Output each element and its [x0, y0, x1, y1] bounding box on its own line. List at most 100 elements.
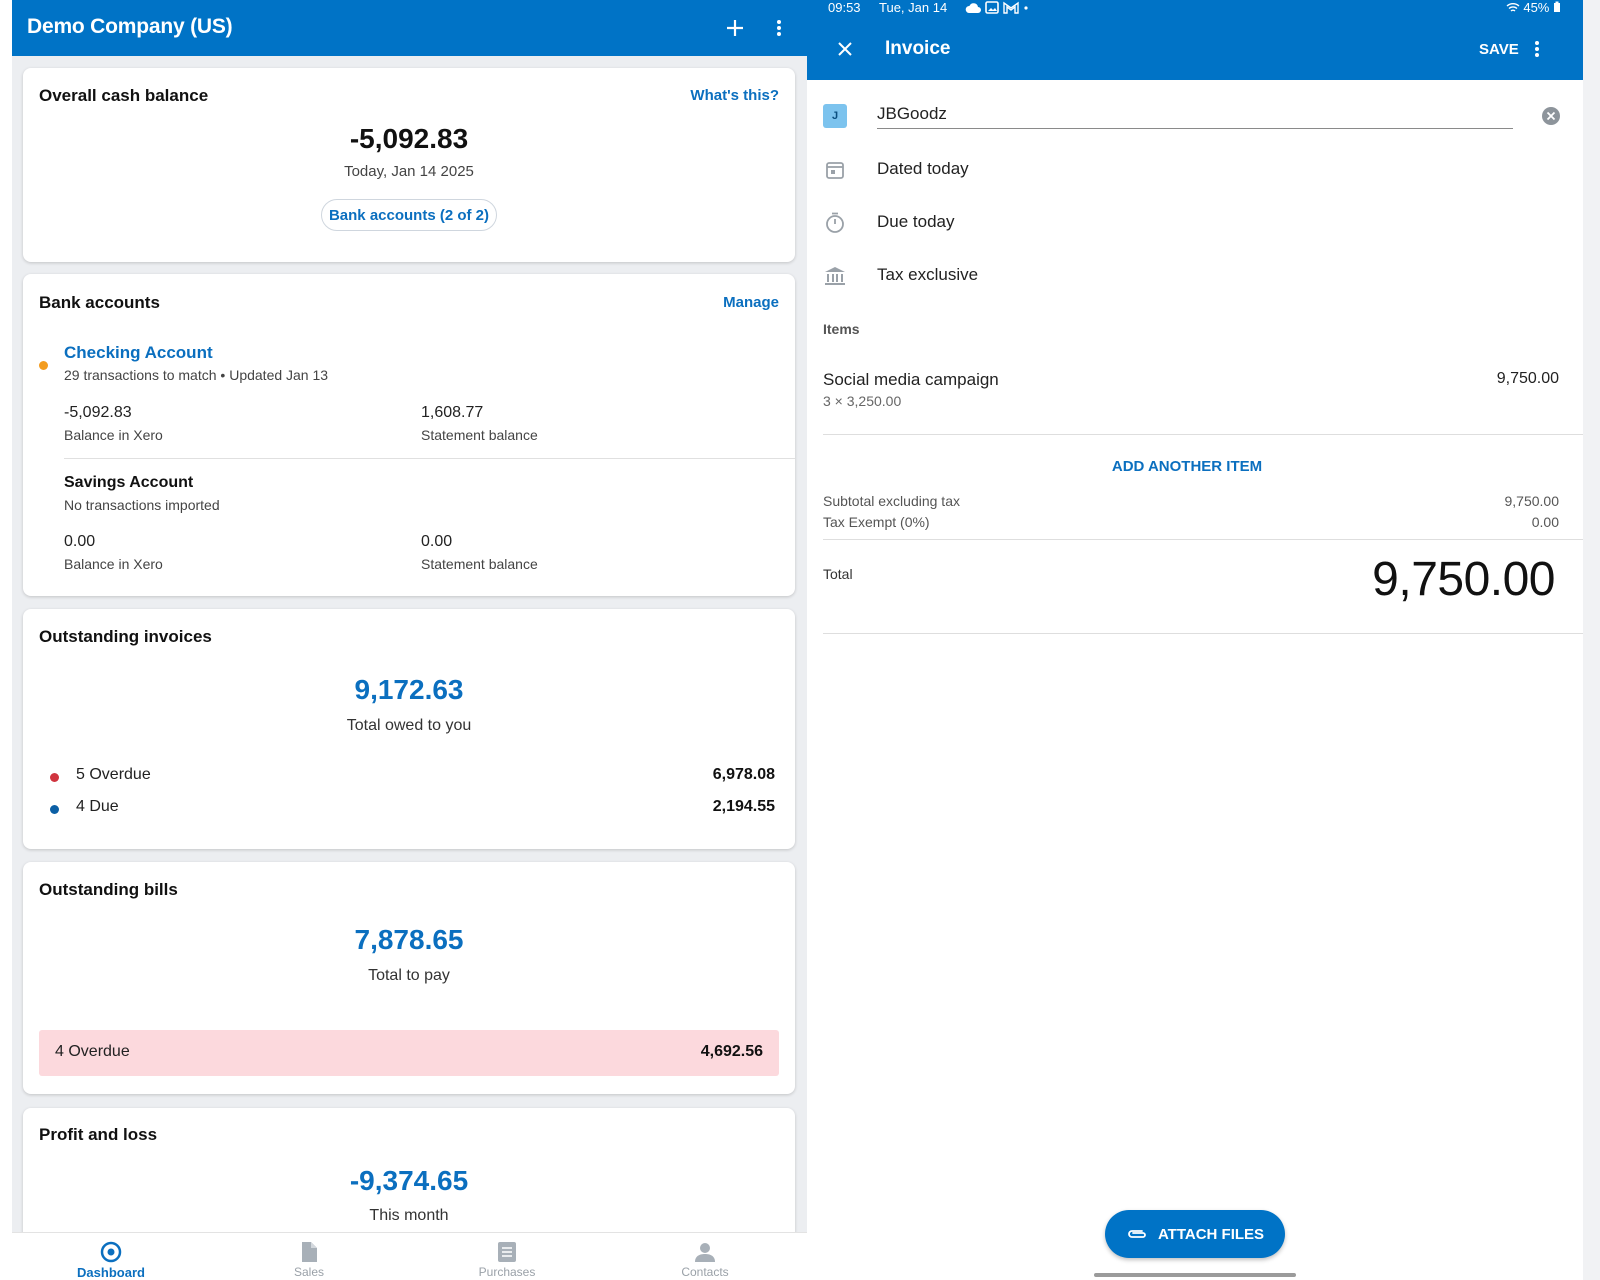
checking-balance-xero: -5,092.83	[64, 404, 132, 421]
status-dot	[39, 361, 48, 370]
company-name[interactable]: Demo Company (US)	[27, 15, 233, 38]
total-value: 9,750.00	[1372, 553, 1555, 606]
bills-overdue-label: 4 Overdue	[55, 1043, 130, 1060]
divider	[823, 434, 1583, 435]
whats-this-link[interactable]: What's this?	[690, 87, 779, 104]
dashboard-pane: Demo Company (US) Overall cash balance W…	[12, 0, 807, 1280]
dated-field[interactable]: Dated today	[877, 159, 969, 178]
savings-balance-xero: 0.00	[64, 533, 96, 550]
divider	[823, 633, 1583, 634]
invoices-overdue-value: 6,978.08	[712, 766, 775, 783]
status-icons	[965, 1, 1029, 14]
tax-mode-field[interactable]: Tax exclusive	[877, 265, 979, 284]
tax-value: 0.00	[1531, 514, 1559, 530]
contact-avatar: J	[823, 104, 847, 128]
nav-purchases-label: Purchases	[478, 1265, 536, 1279]
battery-percent: 45%	[1523, 0, 1550, 15]
nav-sales[interactable]: Sales	[210, 1233, 408, 1280]
savings-account-status: No transactions imported	[64, 497, 220, 513]
add-another-item-button[interactable]: ADD ANOTHER ITEM	[1111, 458, 1263, 475]
checking-account-link[interactable]: Checking Account	[64, 343, 213, 362]
calendar-icon	[823, 158, 847, 182]
nav-purchases[interactable]: Purchases	[408, 1233, 606, 1280]
item-amount: 9,750.00	[1496, 370, 1559, 387]
subtotal-value: 9,750.00	[1504, 493, 1560, 509]
cash-balance-card: Overall cash balance What's this? -5,092…	[23, 68, 795, 262]
app-bar: Demo Company (US)	[12, 0, 807, 56]
checking-statement-balance: 1,608.77	[421, 404, 484, 421]
item-qty-price: 3 × 3,250.00	[823, 393, 902, 409]
attach-files-label: ATTACH FILES	[1157, 1225, 1265, 1243]
status-bar: 09:53 Tue, Jan 14 45%	[807, 0, 1583, 18]
nav-dashboard[interactable]: Dashboard	[12, 1233, 210, 1280]
cash-balance-title: Overall cash balance	[39, 86, 209, 105]
status-date: Tue, Jan 14	[879, 0, 948, 15]
save-button[interactable]: SAVE	[1479, 41, 1519, 58]
divider	[823, 539, 1583, 540]
bank-accounts-title: Bank accounts	[39, 293, 160, 312]
bank-accounts-card: Bank accounts Manage Checking Account 29…	[23, 274, 795, 596]
timer-icon	[823, 211, 847, 235]
total-label: Total	[823, 566, 853, 582]
nav-contacts[interactable]: Contacts	[606, 1233, 804, 1280]
attach-files-button[interactable]: ATTACH FILES	[1105, 1210, 1285, 1258]
status-battery: 45%	[1506, 0, 1561, 15]
invoices-due-label: 4 Due	[76, 798, 119, 815]
invoices-total-label: Total owed to you	[346, 717, 472, 734]
savings-statement-balance-label: Statement balance	[421, 556, 538, 572]
tax-label: Tax Exempt (0%)	[823, 514, 930, 530]
sales-icon	[300, 1241, 318, 1268]
bank-accounts-button[interactable]: Bank accounts (2 of 2)	[321, 199, 497, 231]
overdue-dot	[50, 773, 59, 782]
image-icon	[985, 1, 999, 14]
cash-balance-amount: -5,092.83	[349, 123, 469, 154]
savings-statement-balance: 0.00	[421, 533, 453, 550]
savings-balance-xero-label: Balance in Xero	[64, 556, 163, 572]
bills-total-label: Total to pay	[368, 967, 450, 984]
items-label: Items	[823, 321, 860, 337]
invoice-pane: 09:53 Tue, Jan 14 45% Invoice SAVE J JBG…	[807, 0, 1583, 1280]
screen-edge	[1583, 0, 1600, 1280]
more-vert-icon[interactable]	[1519, 31, 1555, 67]
profit-loss-card[interactable]: Profit and loss -9,374.65 This month	[23, 1108, 795, 1248]
savings-account-name[interactable]: Savings Account	[64, 474, 194, 491]
profit-loss-period: This month	[369, 1207, 449, 1224]
contact-underline	[877, 128, 1513, 129]
outstanding-invoices-title: Outstanding invoices	[39, 627, 212, 646]
invoice-app-bar: Invoice SAVE	[807, 18, 1583, 80]
invoices-due-value: 2,194.55	[712, 798, 775, 815]
due-field[interactable]: Due today	[877, 212, 955, 231]
due-dot	[50, 805, 59, 814]
checking-statement-balance-label: Statement balance	[421, 427, 538, 443]
nav-contacts-label: Contacts	[681, 1265, 729, 1279]
plus-icon[interactable]	[715, 8, 755, 48]
subtotal-label: Subtotal excluding tax	[823, 493, 960, 509]
clear-icon[interactable]	[1541, 106, 1561, 126]
bank-icon	[823, 264, 847, 288]
dashboard-icon	[100, 1241, 122, 1268]
contact-field[interactable]: JBGoodz	[877, 104, 947, 123]
dot-icon	[1024, 6, 1028, 10]
cash-balance-date: Today, Jan 14 2025	[344, 163, 474, 180]
profit-loss-amount: -9,374.65	[349, 1165, 469, 1196]
item-name[interactable]: Social media campaign	[823, 370, 999, 389]
home-indicator[interactable]	[1094, 1273, 1296, 1277]
divider	[64, 458, 795, 459]
invoices-total: 9,172.63	[354, 674, 464, 705]
more-vert-icon[interactable]	[759, 8, 799, 48]
battery-icon	[1554, 1, 1560, 12]
outstanding-bills-title: Outstanding bills	[39, 880, 178, 899]
outstanding-bills-card[interactable]: Outstanding bills 7,878.65 Total to pay …	[23, 862, 795, 1094]
bills-overdue-bar[interactable]: 4 Overdue 4,692.56	[39, 1030, 779, 1076]
contacts-icon	[694, 1241, 716, 1268]
checking-balance-xero-label: Balance in Xero	[64, 427, 163, 443]
bills-total: 7,878.65	[354, 924, 464, 955]
status-time: 09:53	[828, 0, 861, 15]
bills-overdue-value: 4,692.56	[700, 1043, 763, 1060]
manage-link[interactable]: Manage	[723, 294, 779, 311]
invoices-overdue-label: 5 Overdue	[76, 766, 151, 783]
gmail-icon	[1003, 1, 1019, 14]
close-icon[interactable]	[827, 31, 863, 67]
outstanding-invoices-card[interactable]: Outstanding invoices 9,172.63 Total owed…	[23, 609, 795, 849]
bottom-nav: Dashboard Sales Purchases Contacts	[12, 1232, 807, 1280]
